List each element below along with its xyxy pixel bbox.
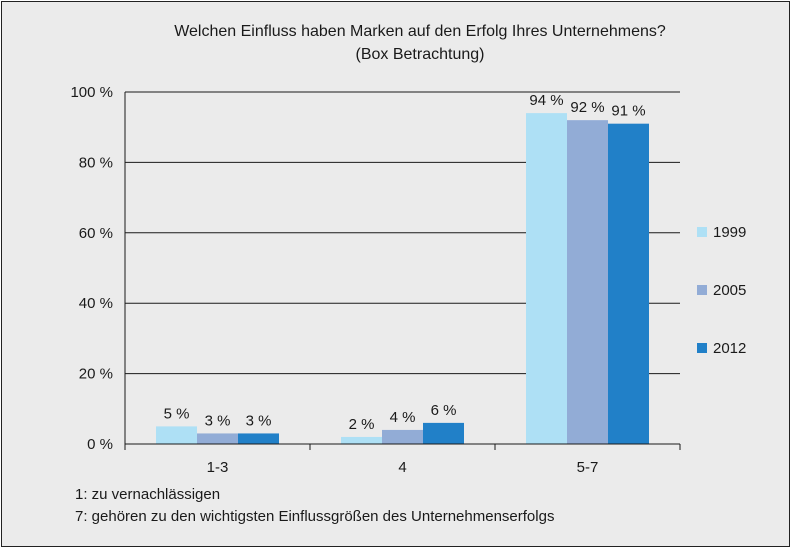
- data-label: 6 %: [431, 402, 457, 419]
- chart-title: Welchen Einfluss haben Marken auf den Er…: [174, 23, 666, 40]
- bar: [423, 422, 464, 444]
- note-scale-low: 1: zu vernachlässigen: [75, 486, 220, 503]
- data-label: 94 %: [529, 92, 563, 109]
- y-tick-label: 60 %: [79, 225, 113, 242]
- y-tick-label: 100 %: [70, 84, 113, 101]
- bar: [341, 436, 382, 444]
- legend-label: 2012: [713, 340, 746, 357]
- data-label: 91 %: [611, 103, 645, 120]
- data-label: 92 %: [570, 99, 604, 116]
- bar: [608, 123, 649, 445]
- bar: [526, 113, 567, 445]
- legend-label: 2005: [713, 282, 746, 299]
- data-label: 4 %: [390, 409, 416, 426]
- data-label: 5 %: [164, 405, 190, 422]
- y-tick-label: 0 %: [87, 436, 113, 453]
- x-tick-label: 5-7: [577, 459, 599, 476]
- x-tick-label: 4: [398, 459, 406, 476]
- bar: [197, 433, 238, 444]
- data-label: 3 %: [205, 412, 231, 429]
- legend-swatch: [697, 285, 707, 295]
- bar: [567, 120, 608, 444]
- data-label: 2 %: [349, 416, 375, 433]
- y-tick-label: 80 %: [79, 154, 113, 171]
- data-label: 3 %: [246, 412, 272, 429]
- bar: [238, 433, 279, 444]
- y-tick-label: 20 %: [79, 366, 113, 383]
- note-scale-high: 7: gehören zu den wichtigsten Einflussgr…: [75, 508, 554, 525]
- y-tick-label: 40 %: [79, 295, 113, 312]
- legend-swatch: [697, 343, 707, 353]
- legend-swatch: [697, 227, 707, 237]
- bar: [156, 426, 197, 444]
- legend-label: 1999: [713, 224, 746, 241]
- bar: [382, 429, 423, 444]
- x-tick-label: 1-3: [207, 459, 229, 476]
- chart-subtitle: (Box Betrachtung): [356, 46, 485, 63]
